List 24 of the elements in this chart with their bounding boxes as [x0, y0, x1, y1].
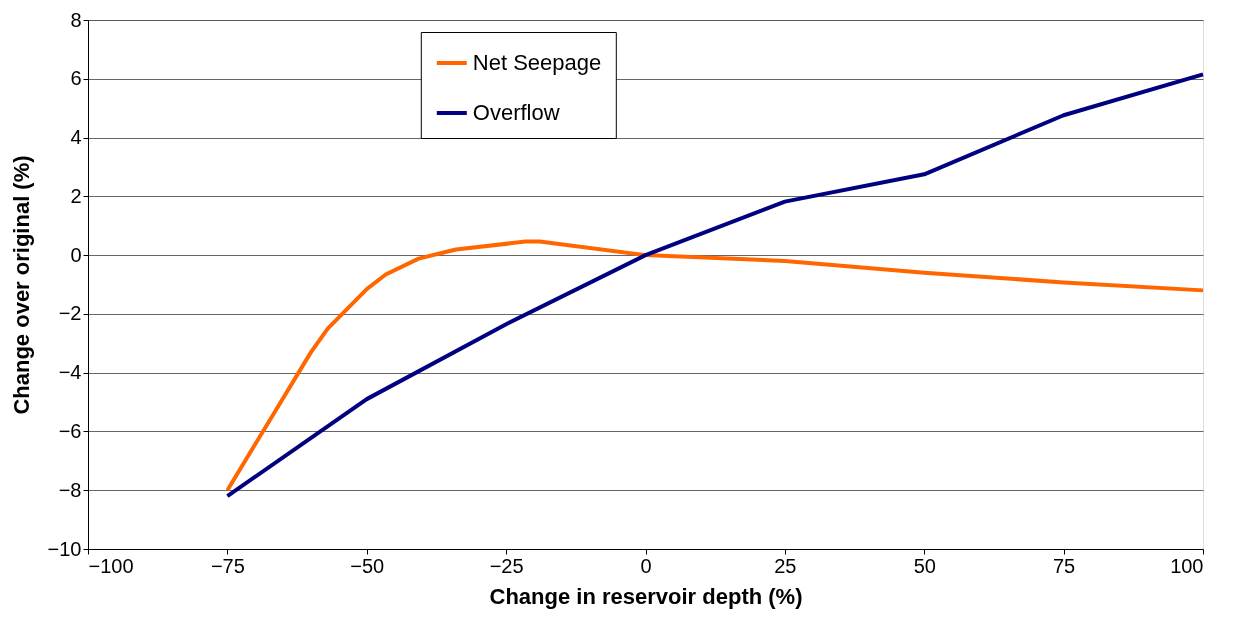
- x-tick-label: −50: [350, 554, 385, 577]
- x-axis-title: Change in reservoir depth (%): [489, 583, 803, 609]
- x-tick-label: 75: [1053, 554, 1076, 577]
- x-tick-label: 100: [1170, 554, 1204, 577]
- y-tick-label: −10: [47, 537, 82, 560]
- y-axis-title: Change over original (%): [8, 155, 34, 415]
- y-tick-label: −8: [58, 478, 82, 501]
- y-tick-label: 6: [70, 67, 82, 90]
- y-tick-label: −4: [58, 361, 82, 384]
- y-tick-label: −6: [58, 419, 82, 442]
- y-tick-label: 4: [70, 126, 82, 149]
- x-tick-label: 50: [913, 554, 936, 577]
- legend-label: Overflow: [472, 100, 560, 125]
- y-tick-label: 8: [70, 8, 82, 31]
- x-tick-label: −75: [210, 554, 245, 577]
- line-series: [225, 239, 1205, 493]
- x-tick-label: −100: [88, 554, 134, 577]
- y-tick-label: 2: [70, 184, 82, 207]
- y-tick-label: −2: [58, 302, 82, 325]
- x-tick-label: −25: [489, 554, 524, 577]
- x-tick-label: 25: [774, 554, 797, 577]
- legend-label: Net Seepage: [472, 50, 602, 75]
- y-tick-label: 0: [70, 243, 82, 266]
- x-tick-label: 0: [640, 554, 652, 577]
